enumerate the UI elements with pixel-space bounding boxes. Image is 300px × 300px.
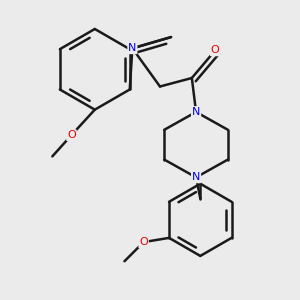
Text: O: O [211, 45, 220, 56]
Text: N: N [192, 172, 200, 182]
Text: O: O [139, 237, 148, 247]
Text: O: O [67, 130, 76, 140]
Text: N: N [192, 107, 200, 117]
Text: N: N [128, 43, 136, 53]
